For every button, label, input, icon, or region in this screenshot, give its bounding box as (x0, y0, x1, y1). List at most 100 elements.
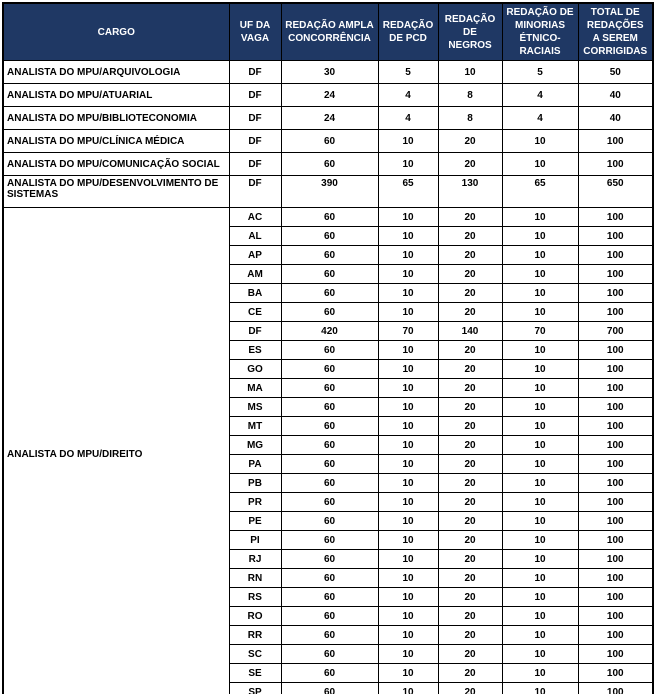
value-cell-minorias-etnico-raciais: 5 (501, 60, 579, 84)
value-cell-total-corrigidas: 100 (577, 549, 654, 569)
table-row: CE 60 10 20 10 100 (3, 302, 654, 322)
value-cell-ampla-concorrencia: 24 (280, 106, 379, 130)
value-cell-minorias-etnico-raciais: 4 (501, 106, 579, 130)
value-cell-minorias-etnico-raciais: 10 (501, 454, 579, 474)
value-cell-ampla-concorrencia: 60 (280, 511, 379, 531)
uf-cell: DF (228, 321, 282, 341)
value-cell-minorias-etnico-raciais: 10 (501, 397, 579, 417)
table-row: SC 60 10 20 10 100 (3, 644, 654, 664)
table-row: BA 60 10 20 10 100 (3, 283, 654, 303)
value-cell-negros: 20 (437, 511, 503, 531)
value-cell-total-corrigidas: 40 (577, 83, 654, 107)
value-cell-ampla-concorrencia: 60 (280, 606, 379, 626)
value-cell-total-corrigidas: 100 (577, 207, 654, 227)
value-cell-ampla-concorrencia: 60 (280, 435, 379, 455)
value-cell-minorias-etnico-raciais: 10 (501, 416, 579, 436)
uf-cell: DF (228, 106, 282, 130)
table-row: PA 60 10 20 10 100 (3, 454, 654, 474)
value-cell-pcd: 10 (377, 264, 439, 284)
value-cell-pcd: 10 (377, 587, 439, 607)
value-cell-negros: 10 (437, 60, 503, 84)
value-cell-total-corrigidas: 100 (577, 587, 654, 607)
value-cell-pcd: 10 (377, 207, 439, 227)
value-cell-total-corrigidas: 100 (577, 378, 654, 398)
header-row: CARGO UF DA VAGA REDAÇÃO AMPLA CONCORRÊNCI… (2, 2, 654, 61)
value-cell-ampla-concorrencia: 60 (280, 302, 379, 322)
uf-cell: PA (228, 454, 282, 474)
value-cell-ampla-concorrencia: 60 (280, 416, 379, 436)
value-cell-pcd: 10 (377, 663, 439, 683)
table-row: PR 60 10 20 10 100 (3, 492, 654, 512)
uf-cell: PR (228, 492, 282, 512)
uf-cell: BA (228, 283, 282, 303)
value-cell-negros: 20 (437, 302, 503, 322)
value-cell-ampla-concorrencia: 30 (280, 60, 379, 84)
value-cell-minorias-etnico-raciais: 10 (501, 152, 579, 176)
value-cell-minorias-etnico-raciais: 10 (501, 302, 579, 322)
value-cell-ampla-concorrencia: 60 (280, 644, 379, 664)
cargo-cell: ANALISTA DO MPU/CLÍNICA MÉDICA (2, 129, 230, 153)
value-cell-negros: 20 (437, 454, 503, 474)
table-row: ANALISTA DO MPU/DESENVOLVIMENTO DE SISTE… (2, 175, 654, 208)
uf-cell: DF (228, 60, 282, 84)
value-cell-total-corrigidas: 100 (577, 682, 654, 694)
column-header-minorias-etnico-raciais: REDAÇÃO DE MINORIAS ÉTNICO- RACIAIS (501, 2, 579, 61)
table-body: ANALISTA DO MPU/ARQUIVOLOGIA DF 30 5 10 5 50 AN… (2, 60, 654, 694)
value-cell-ampla-concorrencia: 60 (280, 682, 379, 694)
table-row: SE 60 10 20 10 100 (3, 663, 654, 683)
table-row: ANALISTA DO MPU/BIBLIOTECONOMIA DF 24 4 8 4 40 (2, 106, 654, 130)
value-cell-minorias-etnico-raciais: 10 (501, 264, 579, 284)
uf-cell: MA (228, 378, 282, 398)
value-cell-total-corrigidas: 100 (577, 359, 654, 379)
table-row: AP 60 10 20 10 100 (3, 245, 654, 265)
value-cell-ampla-concorrencia: 60 (280, 378, 379, 398)
column-header-uf: UF DA VAGA (228, 2, 282, 61)
value-cell-ampla-concorrencia: 60 (280, 587, 379, 607)
value-cell-pcd: 10 (377, 152, 439, 176)
value-cell-pcd: 10 (377, 129, 439, 153)
value-cell-negros: 20 (437, 530, 503, 550)
value-cell-minorias-etnico-raciais: 10 (501, 129, 579, 153)
value-cell-pcd: 10 (377, 340, 439, 360)
value-cell-minorias-etnico-raciais: 10 (501, 245, 579, 265)
value-cell-negros: 20 (437, 606, 503, 626)
value-cell-ampla-concorrencia: 60 (280, 226, 379, 246)
uf-cell: RS (228, 587, 282, 607)
value-cell-ampla-concorrencia: 60 (280, 283, 379, 303)
value-cell-minorias-etnico-raciais: 70 (501, 321, 579, 341)
value-cell-negros: 20 (437, 129, 503, 153)
uf-cell: GO (228, 359, 282, 379)
value-cell-total-corrigidas: 100 (577, 435, 654, 455)
value-cell-pcd: 10 (377, 226, 439, 246)
value-cell-negros: 20 (437, 340, 503, 360)
value-cell-pcd: 10 (377, 454, 439, 474)
value-cell-total-corrigidas: 100 (577, 644, 654, 664)
value-cell-negros: 20 (437, 152, 503, 176)
value-cell-negros: 20 (437, 283, 503, 303)
value-cell-minorias-etnico-raciais: 10 (501, 226, 579, 246)
value-cell-ampla-concorrencia: 60 (280, 152, 379, 176)
value-cell-total-corrigidas: 100 (577, 302, 654, 322)
table-row: GO 60 10 20 10 100 (3, 359, 654, 379)
uf-cell: MT (228, 416, 282, 436)
value-cell-minorias-etnico-raciais: 10 (501, 663, 579, 683)
value-cell-total-corrigidas: 700 (577, 321, 654, 341)
value-cell-pcd: 4 (377, 106, 439, 130)
table-row: RS 60 10 20 10 100 (3, 587, 654, 607)
value-cell-ampla-concorrencia: 60 (280, 207, 379, 227)
value-cell-total-corrigidas: 50 (577, 60, 654, 84)
value-cell-ampla-concorrencia: 24 (280, 83, 379, 107)
value-cell-total-corrigidas: 100 (577, 625, 654, 645)
value-cell-pcd: 10 (377, 625, 439, 645)
value-cell-pcd: 10 (377, 245, 439, 265)
value-cell-negros: 20 (437, 207, 503, 227)
uf-cell: PI (228, 530, 282, 550)
value-cell-negros: 20 (437, 644, 503, 664)
value-cell-ampla-concorrencia: 60 (280, 568, 379, 588)
value-cell-ampla-concorrencia: 60 (280, 359, 379, 379)
value-cell-minorias-etnico-raciais: 10 (501, 625, 579, 645)
table-row: PB 60 10 20 10 100 (3, 473, 654, 493)
value-cell-ampla-concorrencia: 60 (280, 129, 379, 153)
uf-cell: AC (228, 207, 282, 227)
